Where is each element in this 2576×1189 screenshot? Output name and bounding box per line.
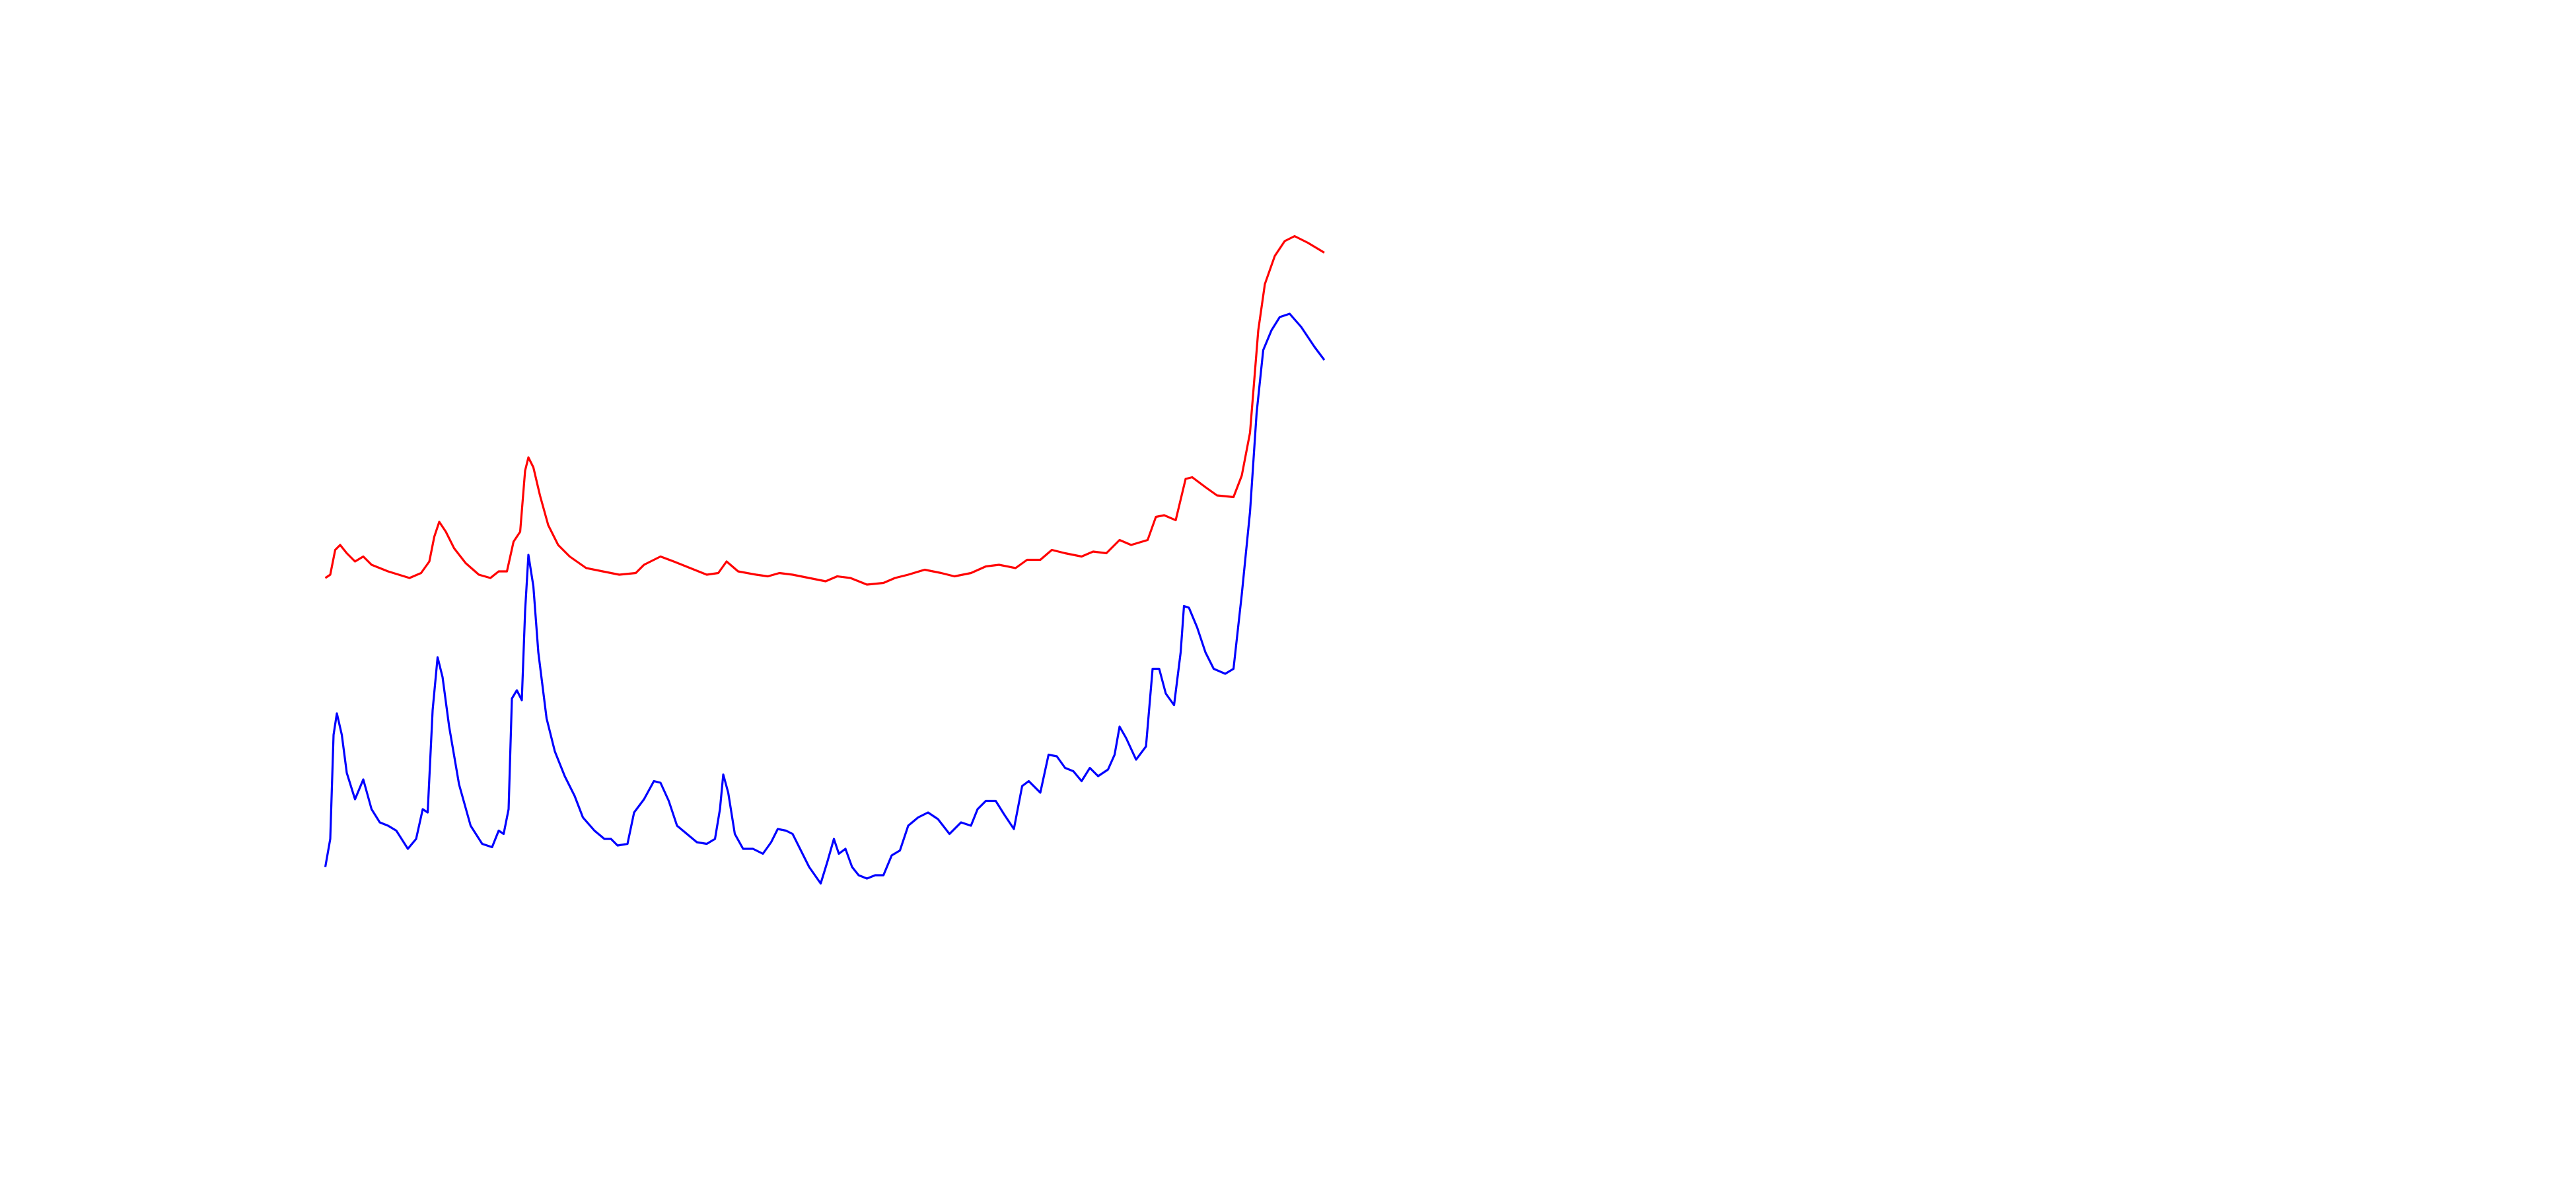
line-series [324,234,1325,586]
line-series [324,312,1326,885]
